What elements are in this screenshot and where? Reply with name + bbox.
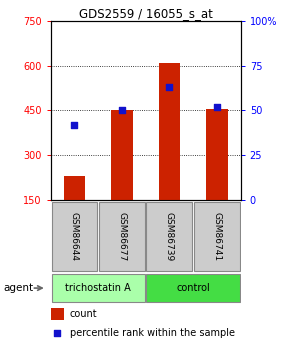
Point (167, 84, 172, 90)
Bar (52, 201, 97, 271)
Point (72, 122, 77, 128)
Bar (146, 201, 193, 271)
Text: percentile rank within the sample: percentile rank within the sample (70, 328, 235, 338)
Point (120, 108, 124, 113)
Text: GSM86741: GSM86741 (213, 212, 222, 261)
Bar (206, 109, 228, 200)
Text: GSM86677: GSM86677 (117, 212, 126, 261)
Bar (51, 308, 64, 319)
Text: agent: agent (3, 283, 33, 293)
Bar (111, 110, 133, 200)
Point (215, 104, 219, 110)
Text: GSM86739: GSM86739 (165, 212, 174, 261)
Bar (99, 201, 145, 271)
Bar (194, 201, 240, 271)
Text: control: control (176, 283, 210, 293)
Title: GDS2559 / 16055_s_at: GDS2559 / 16055_s_at (79, 7, 213, 20)
Bar (52, 274, 145, 302)
Point (55, 331, 60, 336)
Text: GSM86644: GSM86644 (70, 212, 79, 261)
Text: trichostatin A: trichostatin A (65, 283, 131, 293)
Text: count: count (70, 309, 97, 319)
Bar (146, 274, 240, 302)
Bar (159, 62, 180, 200)
Bar (64, 176, 85, 200)
